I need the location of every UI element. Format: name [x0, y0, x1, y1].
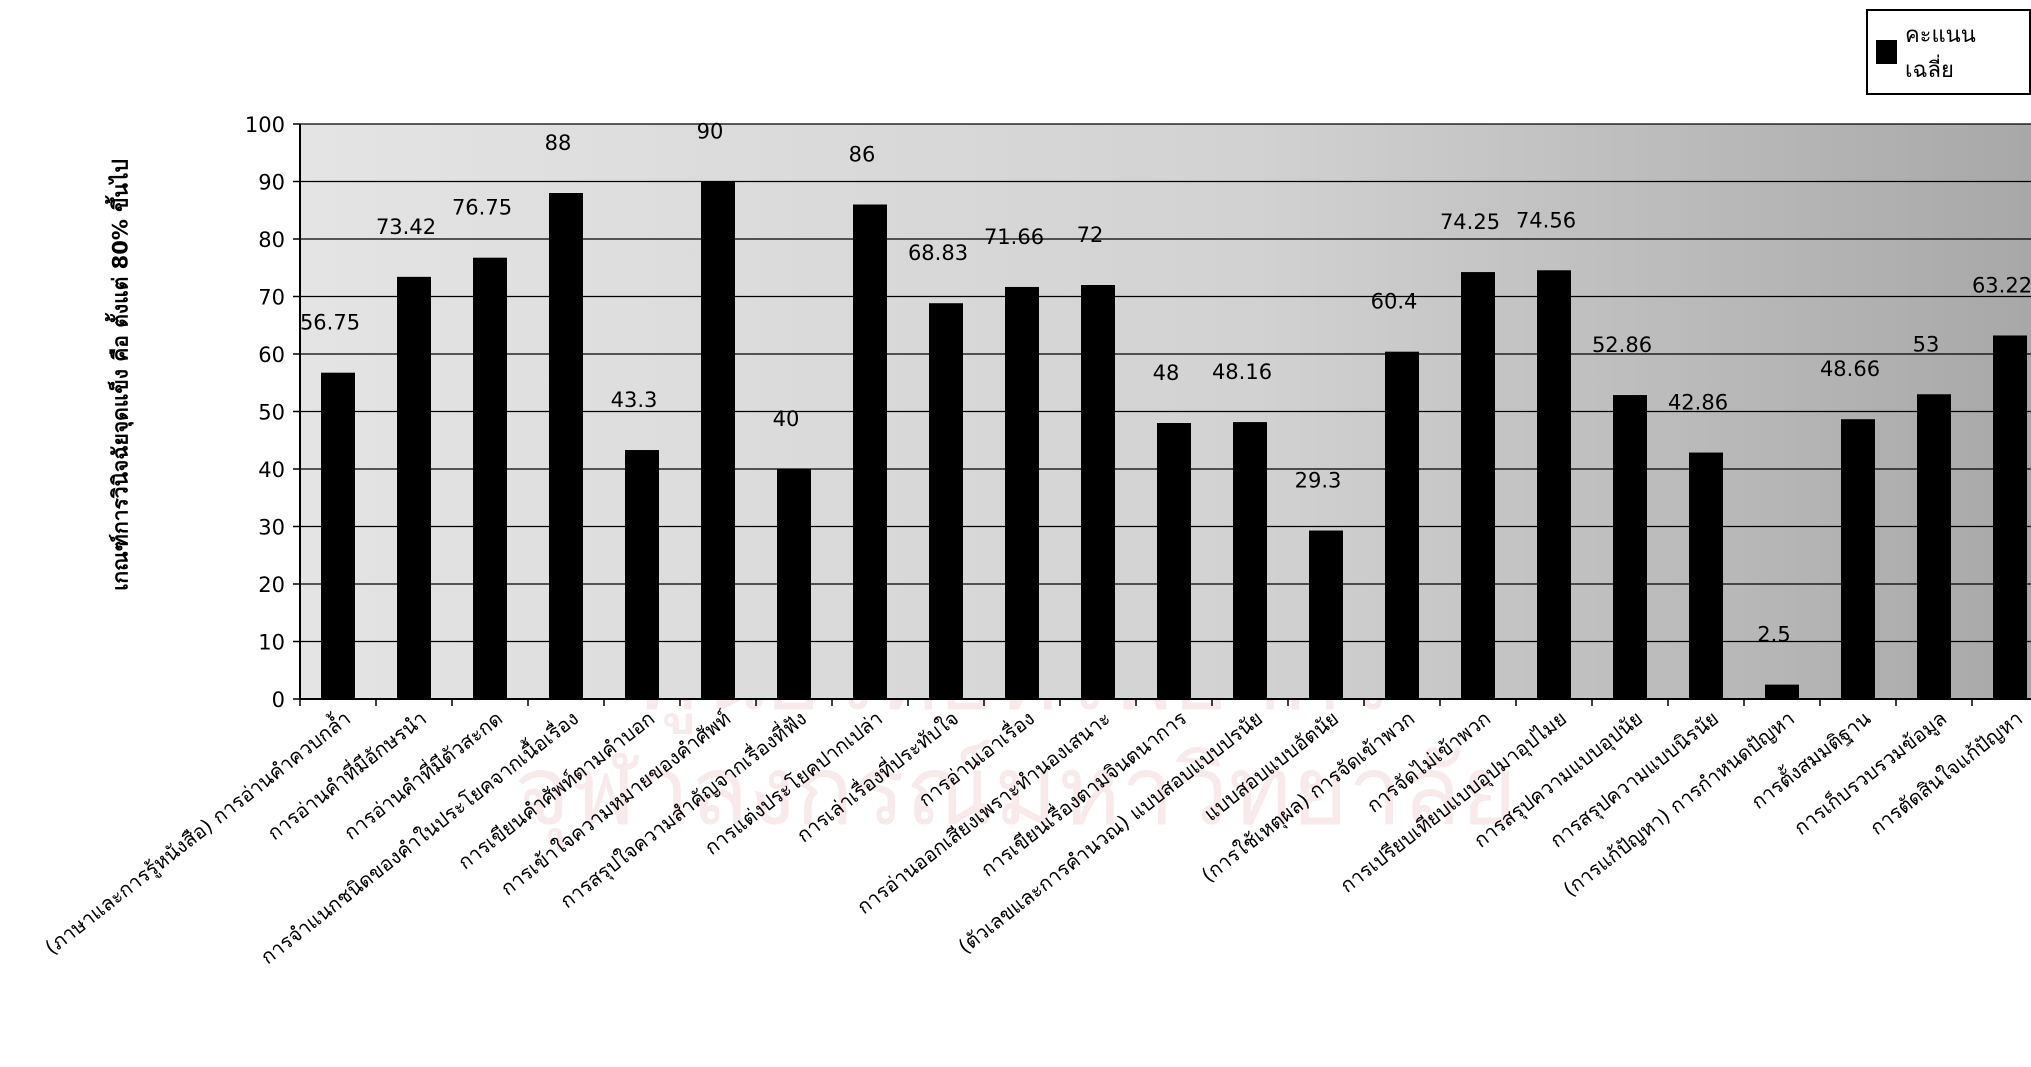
- y-tick-label: 100: [245, 113, 285, 137]
- legend: คะแนนเฉลี่ย: [1866, 9, 2031, 95]
- data-label: 43.3: [611, 388, 658, 412]
- data-label: 68.83: [908, 241, 968, 265]
- legend-swatch: [1876, 40, 1897, 64]
- bar: [1841, 419, 1875, 699]
- bar: [1689, 452, 1723, 699]
- bar: [929, 303, 963, 699]
- bar: [1537, 270, 1571, 699]
- y-tick-label: 40: [258, 458, 285, 482]
- data-label: 74.56: [1516, 208, 1576, 232]
- bar: [549, 193, 583, 699]
- bars: [321, 181, 2027, 699]
- data-label: 74.25: [1440, 210, 1500, 234]
- data-label: 53: [1913, 332, 1940, 356]
- y-tick-label: 50: [258, 401, 285, 425]
- data-label: 71.66: [984, 225, 1044, 249]
- data-label: 73.42: [376, 215, 436, 239]
- bar: [701, 181, 735, 699]
- bar: [1993, 335, 2027, 699]
- y-tick-label: 0: [272, 688, 285, 712]
- bar: [625, 450, 659, 699]
- data-label: 52.86: [1592, 333, 1652, 357]
- data-label: 40: [773, 407, 800, 431]
- data-label: 72: [1077, 223, 1104, 247]
- bar: [1157, 423, 1191, 699]
- axes: [293, 123, 2031, 706]
- legend-label: คะแนนเฉลี่ย: [1904, 23, 1976, 83]
- data-label: 60.4: [1371, 290, 1418, 314]
- data-label: 48.66: [1820, 357, 1880, 381]
- bar: [397, 276, 431, 699]
- y-tick-label: 70: [258, 286, 285, 310]
- bar: [473, 257, 507, 699]
- bar: [1385, 351, 1419, 699]
- bar: [1081, 285, 1115, 699]
- bar: [1917, 394, 1951, 699]
- bar: [777, 469, 811, 699]
- y-tick-label: 80: [258, 228, 285, 252]
- data-label: 2.5: [1757, 623, 1790, 647]
- data-labels: 56.75 73.42 76.75 88 43.3 90 40 86 68.83 71.66 72 4…: [300, 120, 2031, 647]
- data-label: 48: [1153, 361, 1180, 385]
- bar: [321, 372, 355, 699]
- x-tick-label: แบบสอบแบบอัตนัย: [1199, 706, 1343, 826]
- y-tick-labels: 0 10 20 30 40 50 60 70 80 90 100: [245, 113, 285, 712]
- y-tick-label: 20: [258, 573, 285, 597]
- watermark-line-2: จุฬาลงกรณ์มหาวิทยาลัย: [513, 735, 1518, 847]
- bar: [1461, 272, 1495, 699]
- y-tick-label: 30: [258, 516, 285, 540]
- data-label: 29.3: [1295, 469, 1342, 493]
- y-axis-label: เกณฑ์การวินิจฉัยจุดแข็ง คือ ตั้งแต่ 80% …: [108, 159, 133, 591]
- y-tick-label: 10: [258, 631, 285, 655]
- bar: [1233, 422, 1267, 699]
- data-label: 90: [697, 120, 724, 144]
- data-label: 48.16: [1212, 360, 1272, 384]
- data-label: 56.75: [300, 311, 360, 335]
- x-tick-labels: (ภาษาและการรู้หนังสือ) การอ่านคำควบกล้ำก…: [39, 704, 2027, 969]
- data-label: 76.75: [452, 196, 512, 220]
- bar: [853, 204, 887, 699]
- data-label: 86: [849, 143, 876, 167]
- bar: [1613, 395, 1647, 699]
- bar: [1309, 530, 1343, 699]
- data-label: 63.22: [1972, 273, 2031, 297]
- data-label: 88: [545, 131, 572, 155]
- y-tick-label: 90: [258, 171, 285, 195]
- y-tick-label: 60: [258, 343, 285, 367]
- bar: [1005, 286, 1039, 699]
- bar: [1765, 684, 1799, 699]
- data-label: 42.86: [1668, 391, 1728, 415]
